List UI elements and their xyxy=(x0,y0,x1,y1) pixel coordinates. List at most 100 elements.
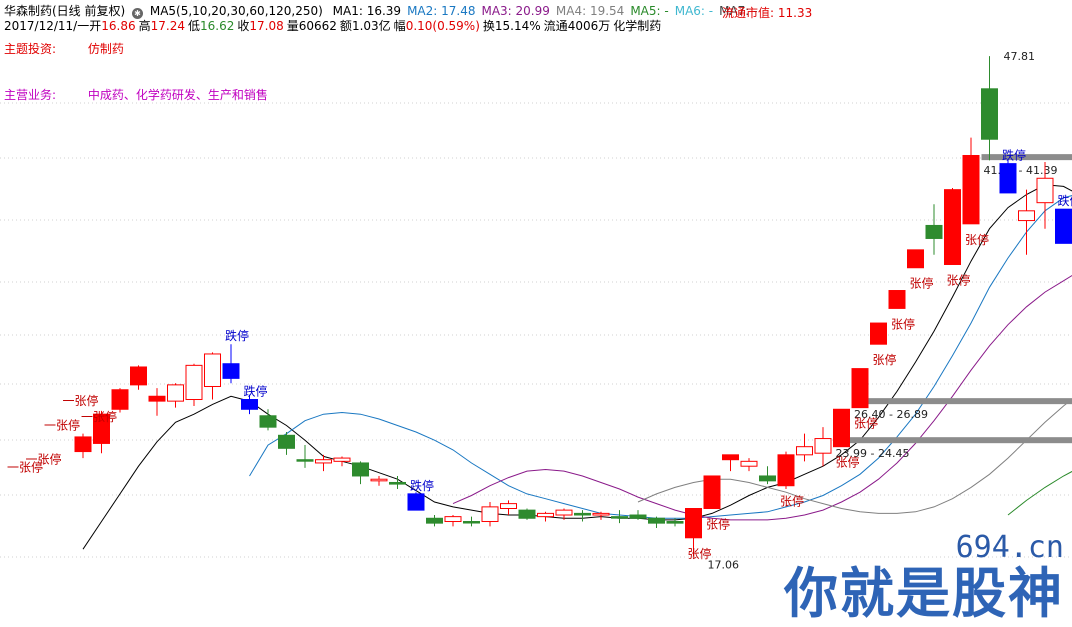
candle-body xyxy=(555,509,573,516)
candle-7 xyxy=(204,352,221,400)
candle-body xyxy=(685,508,702,539)
candle-body xyxy=(1055,208,1072,244)
candle-body xyxy=(259,415,277,428)
candle-27 xyxy=(574,510,591,522)
candle-12 xyxy=(296,445,314,468)
circulating-cap: 流通市值: 11.33 xyxy=(722,4,812,21)
candle-body xyxy=(999,163,1017,194)
candle-tag-3: 一张停 xyxy=(63,393,99,408)
candle-43 xyxy=(870,322,887,345)
candle-52 xyxy=(1036,162,1054,229)
candle-body xyxy=(93,413,110,444)
ohlc-row: 2017/12/11/一开16.86 高17.24 低16.62 收17.08 量606… xyxy=(4,19,661,34)
candle-19 xyxy=(426,515,443,527)
candle-tag-50: 跌停 xyxy=(1002,148,1026,163)
candle-47 xyxy=(944,188,961,265)
ma-line-ma1 xyxy=(82,184,1072,550)
candle-body xyxy=(777,454,795,487)
ma-value-4: MA4: 19.54 xyxy=(555,4,625,18)
candle-14 xyxy=(333,456,351,467)
business-row: 主营业务: 中成药、化学药研发、生产和销售 xyxy=(4,86,268,103)
candle-body xyxy=(444,516,462,523)
candle-26 xyxy=(555,508,573,520)
level-bar-0 xyxy=(981,154,1072,161)
candle-35 xyxy=(722,454,739,472)
candle-tag-48: 张停 xyxy=(965,232,989,247)
candle-body xyxy=(666,521,684,524)
level-label-1: 26.40 - 26.89 xyxy=(854,408,928,421)
candle-body xyxy=(204,353,221,387)
candle-16 xyxy=(370,475,388,486)
candle-body xyxy=(241,399,258,410)
settings-gear-icon[interactable]: ✱ xyxy=(132,8,144,19)
candle-24 xyxy=(518,508,536,520)
candle-tag-2: 一张停 xyxy=(44,417,80,432)
ma-settings[interactable]: MA5(5,10,20,30,60,120,250) xyxy=(149,4,323,18)
candle-3 xyxy=(130,365,147,390)
range-label: 幅 xyxy=(393,19,406,33)
industry: 化学制药 xyxy=(613,19,662,33)
amount-label: 额 xyxy=(339,19,352,33)
candle-4 xyxy=(148,388,166,416)
candle-33 xyxy=(685,508,702,557)
candle-body xyxy=(1018,210,1035,222)
candle-tag-53: 跌停 xyxy=(1058,193,1072,208)
candle-tag-45: 张停 xyxy=(910,276,934,291)
ma-value-1: MA1: 16.39 xyxy=(332,4,402,18)
candle-body xyxy=(518,509,536,519)
candle-40 xyxy=(814,427,832,467)
candle-body xyxy=(481,506,499,523)
candle-body xyxy=(648,517,665,524)
candle-31 xyxy=(648,516,665,529)
candle-tag-0: 一张停 xyxy=(7,460,43,475)
candle-tag-9: 跌停 xyxy=(244,384,268,399)
business-value: 中成药、化学药研发、生产和销售 xyxy=(87,88,268,102)
candle-17 xyxy=(389,475,406,489)
watermark-slogan: 你就是股神 xyxy=(784,562,1064,625)
candle-11 xyxy=(278,432,295,455)
level-bar-1 xyxy=(852,398,1072,405)
candle-body xyxy=(740,460,758,467)
candle-body xyxy=(389,481,406,485)
volume-value: 60662 xyxy=(298,19,337,33)
volume-label: 量 xyxy=(286,19,299,33)
price-level-lines: 41.79 - 41.39 26.40 - 26.89 23.99 - 24.45 xyxy=(833,154,1072,460)
candle-21 xyxy=(463,516,480,527)
ma-line-ma3 xyxy=(452,274,1072,521)
candle-46 xyxy=(925,204,943,255)
turnover-label: 换 xyxy=(482,19,495,33)
candle-tag-33: 张停 xyxy=(688,546,712,561)
candle-body xyxy=(111,389,129,410)
candle-tag-4: 一张停 xyxy=(81,409,117,424)
candle-32 xyxy=(666,518,684,527)
close-label: 收 xyxy=(237,19,250,33)
ma-value-5: MA5: - xyxy=(630,4,669,18)
candle-tag-47: 张停 xyxy=(947,272,971,287)
candle-body xyxy=(944,189,961,265)
candle-29 xyxy=(611,510,628,524)
candle-body xyxy=(463,521,480,524)
candle-44 xyxy=(888,290,906,309)
candles xyxy=(74,56,1072,557)
candle-body xyxy=(962,154,980,225)
candle-body xyxy=(278,434,295,449)
circ-cap-value: 11.33 xyxy=(777,6,813,20)
ma-value-7: MA7: - xyxy=(719,4,758,18)
candle-49 xyxy=(981,56,998,161)
candle-body xyxy=(74,436,92,453)
candle-body xyxy=(888,290,906,309)
extreme-label-0: 47.81 xyxy=(1004,50,1036,63)
candle-body xyxy=(333,457,351,462)
candle-tag-44: 张停 xyxy=(891,316,915,331)
turnover-value: 15.14% xyxy=(494,19,541,33)
candle-body xyxy=(1036,177,1054,204)
close-value: 17.08 xyxy=(249,19,284,33)
candle-body xyxy=(981,88,998,140)
candle-13 xyxy=(315,454,332,472)
watermark: 694.cn 你就是股神 xyxy=(784,530,1064,623)
low-value: 16.62 xyxy=(199,19,235,33)
range-value: 0.10(0.59%) xyxy=(405,19,480,33)
candle-body xyxy=(629,514,647,519)
